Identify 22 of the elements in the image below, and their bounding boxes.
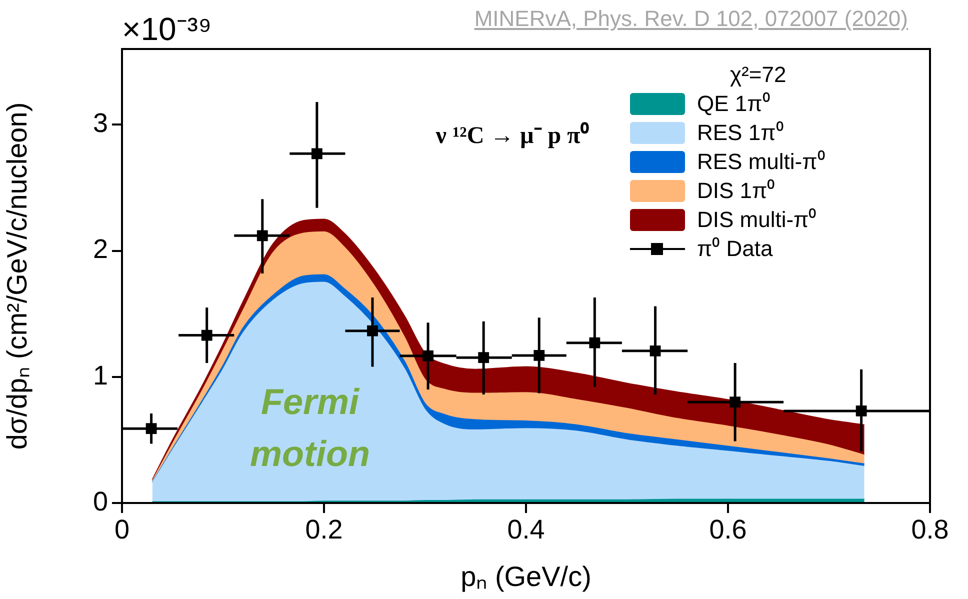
y-tick-label: 2 [92, 234, 108, 264]
legend-label: DIS 1π⁰ [697, 177, 776, 205]
x-tick-label: 0.2 [305, 514, 343, 545]
legend-label: RES multi-π⁰ [697, 148, 826, 176]
y-tick-label: 3 [92, 108, 108, 138]
x-tick-label: 0.4 [507, 514, 545, 545]
legend-label: RES 1π⁰ [697, 119, 784, 147]
y-axis-title: dσ/dpₙ (cm²/GeV/c/nucleon) [2, 102, 33, 450]
text: MINERvA, Phys. Rev. D 102, 072007 (2020) [474, 6, 908, 32]
legend-label: DIS multi-π⁰ [697, 206, 817, 234]
text: ×10⁻³⁹ [122, 10, 212, 47]
y-tick-label: 0 [92, 486, 108, 516]
legend-label: QE 1π⁰ [697, 90, 770, 118]
x-axis-title: pₙ (GeV/c) [460, 560, 592, 592]
legend-label: π⁰ Data [697, 235, 773, 263]
x-tick-label: 0 [114, 514, 130, 545]
annotation: Fermi motion [250, 380, 370, 474]
x-tick-label: 0.6 [709, 514, 747, 545]
x-tick-label: 0.8 [911, 514, 949, 545]
legend-title: χ²=72 [729, 61, 788, 89]
annotation: ν ¹²C → μ⁻ p π⁰ [434, 122, 590, 150]
y-tick-label: 1 [92, 360, 108, 390]
